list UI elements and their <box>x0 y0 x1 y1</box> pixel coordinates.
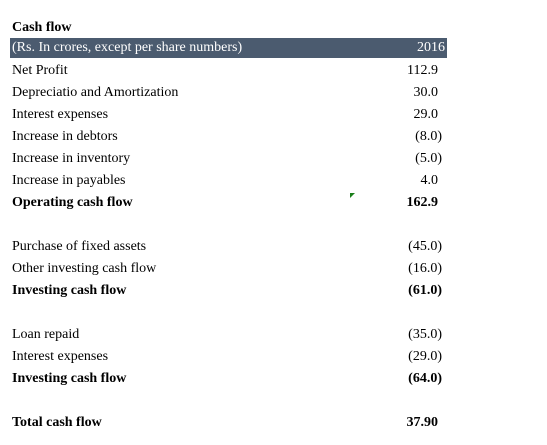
row-label: Increase in payables <box>12 173 126 188</box>
row-label: Net Profit <box>12 63 68 78</box>
row-value: (61.0) <box>408 283 442 298</box>
row-value: 37.90 <box>406 415 439 430</box>
row-value: (5.0) <box>415 151 442 166</box>
row-label: Increase in inventory <box>12 151 131 166</box>
row-label: Investing cash flow <box>12 371 127 386</box>
comment-indicator-icon <box>350 193 355 198</box>
row-value: (29.0) <box>408 349 442 364</box>
row-label: Depreciatio and Amortization <box>12 85 179 100</box>
row-label: Interest expenses <box>12 349 109 364</box>
sheet-title: Cash flow <box>12 20 72 35</box>
row-value: (45.0) <box>408 239 442 254</box>
row-value: 30.0 <box>413 85 439 100</box>
row-value: (16.0) <box>408 261 442 276</box>
row-label: Operating cash flow <box>12 195 133 210</box>
header-row: (Rs. In crores, except per share numbers… <box>10 38 447 58</box>
row-label: Other investing cash flow <box>12 261 157 276</box>
row-label: Total cash flow <box>12 415 102 430</box>
row-label: Investing cash flow <box>12 283 127 298</box>
table-row-increase-debtors: Increase in debtors (8.0) <box>12 126 444 148</box>
table-row-other-investing: Other investing cash flow (16.0) <box>12 258 444 280</box>
year-column-header: 2016 <box>417 40 445 55</box>
row-label: Increase in debtors <box>12 129 118 144</box>
table-row-interest-expenses: Interest expenses 29.0 <box>12 104 444 126</box>
row-label: Interest expenses <box>12 107 109 122</box>
row-value: (35.0) <box>408 327 442 342</box>
row-value: (64.0) <box>408 371 442 386</box>
units-label: (Rs. In crores, except per share numbers… <box>12 40 243 55</box>
table-row-total-cash-flow: Total cash flow 37.90 <box>12 412 444 434</box>
row-value: (8.0) <box>415 129 442 144</box>
table-row-depreciation: Depreciatio and Amortization 30.0 <box>12 82 444 104</box>
row-value: 162.9 <box>406 195 439 210</box>
row-value: 4.0 <box>420 173 439 188</box>
row-value: 112.9 <box>407 63 438 78</box>
table-row-purchase-fixed-assets: Purchase of fixed assets (45.0) <box>12 236 444 258</box>
table-row-investing-total: Investing cash flow (61.0) <box>12 280 444 302</box>
table-row-increase-payables: Increase in payables 4.0 <box>12 170 444 192</box>
table-row-increase-inventory: Increase in inventory (5.0) <box>12 148 444 170</box>
table-row-loan-repaid: Loan repaid (35.0) <box>12 324 444 346</box>
row-label: Loan repaid <box>12 327 80 342</box>
table-row-operating-total: Operating cash flow 162.9 <box>12 192 444 214</box>
row-label: Purchase of fixed assets <box>12 239 147 254</box>
row-value: 29.0 <box>413 107 439 122</box>
table-row-net-profit: Net Profit 112.9 <box>12 60 444 82</box>
table-row-interest-expenses-financing: Interest expenses (29.0) <box>12 346 444 368</box>
table-row-financing-total: Investing cash flow (64.0) <box>12 368 444 390</box>
